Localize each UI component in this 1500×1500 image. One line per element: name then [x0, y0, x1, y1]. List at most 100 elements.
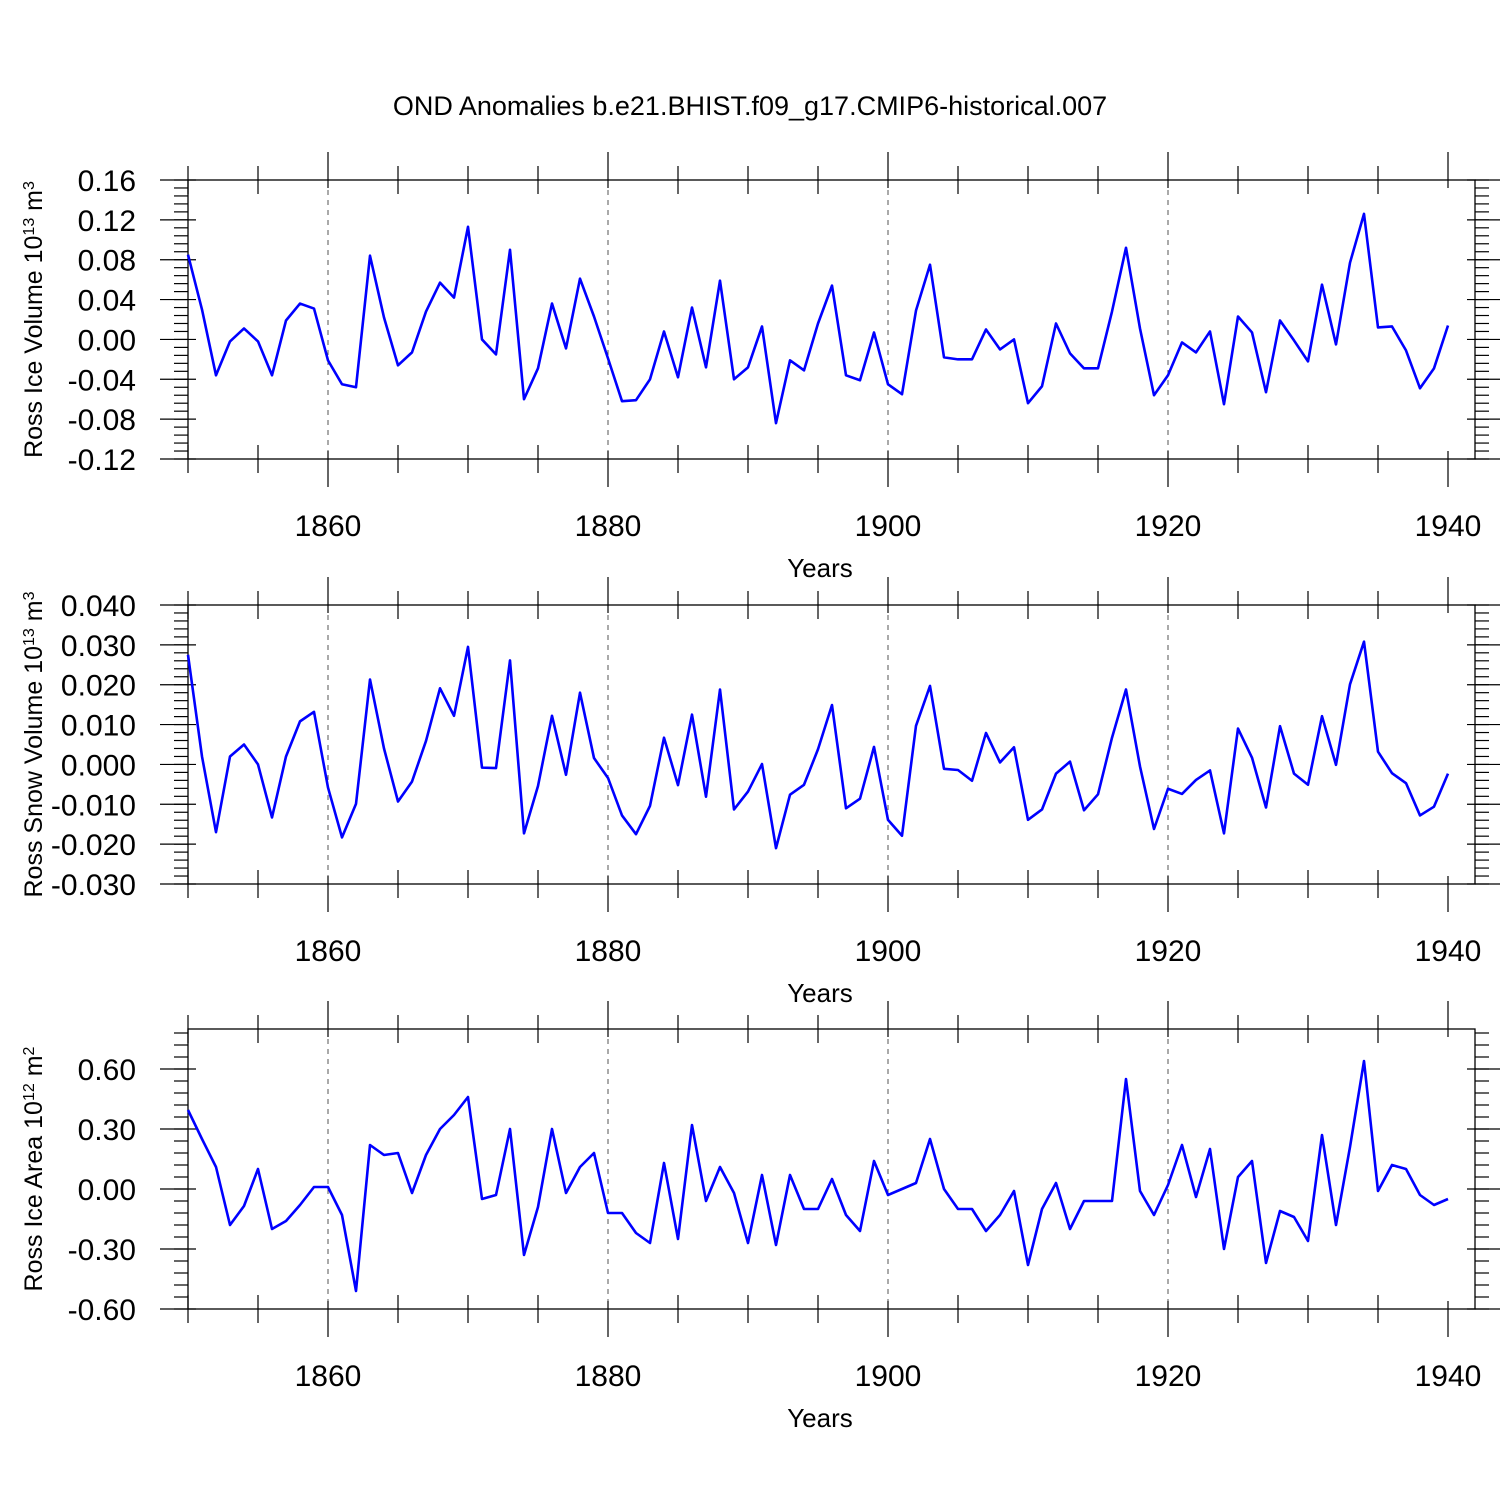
data-point — [1321, 283, 1323, 285]
data-point — [733, 1192, 735, 1194]
data-point — [397, 800, 399, 802]
data-point — [285, 755, 287, 757]
data-point — [1447, 772, 1449, 774]
data-point — [971, 1208, 973, 1210]
data-point — [1223, 1248, 1225, 1250]
panels: 1860 1880 1900 1920 1940 Years -0.12 -0.08 -0.04… — [20, 152, 1500, 1433]
data-point — [761, 1174, 763, 1176]
data-point — [607, 777, 609, 779]
data-point — [551, 1128, 553, 1130]
data-point — [1377, 326, 1379, 328]
data-point — [775, 422, 777, 424]
data-point — [1055, 1182, 1057, 1184]
data-point — [1237, 727, 1239, 729]
data-point — [1013, 338, 1015, 340]
data-point — [1167, 1184, 1169, 1186]
y-axis-label-unit-exponent: 3 — [21, 181, 38, 190]
data-point — [719, 688, 721, 690]
data-point — [803, 369, 805, 371]
plot-frame — [187, 604, 1476, 885]
data-point — [481, 338, 483, 340]
x-tick-label: 1860 — [295, 510, 362, 543]
data-point — [313, 711, 315, 713]
data-point — [999, 1214, 1001, 1216]
series-line-ross-snow-volume — [186, 640, 1450, 850]
data-point — [467, 1096, 469, 1098]
data-point — [1125, 688, 1127, 690]
data-point — [1293, 1216, 1295, 1218]
data-point — [369, 1144, 371, 1146]
x-axis-label: Years — [787, 553, 853, 583]
data-point — [215, 831, 217, 833]
y-tick-label: 0.00 — [78, 1174, 136, 1207]
data-point — [467, 646, 469, 648]
x-tick-label: 1880 — [575, 1360, 642, 1393]
y-axis-label: Ross Snow Volume 1013 m3 — [20, 591, 48, 897]
data-point — [1405, 349, 1407, 351]
data-point — [663, 1162, 665, 1164]
data-point — [1433, 367, 1435, 369]
data-point — [509, 659, 511, 661]
data-point — [663, 737, 665, 739]
data-point — [747, 366, 749, 368]
data-point — [943, 768, 945, 770]
data-point — [257, 763, 259, 765]
data-point — [691, 1124, 693, 1126]
data-point — [285, 1220, 287, 1222]
data-point — [677, 784, 679, 786]
x-tick-label: 1900 — [855, 510, 922, 543]
data-point — [425, 1154, 427, 1156]
data-point — [271, 1228, 273, 1230]
data-point — [1069, 352, 1071, 354]
data-point — [957, 769, 959, 771]
data-point — [271, 374, 273, 376]
data-point — [481, 1198, 483, 1200]
data-point — [1083, 1200, 1085, 1202]
data-point — [649, 805, 651, 807]
data-point — [341, 836, 343, 838]
data-point — [1097, 367, 1099, 369]
data-point — [187, 254, 189, 256]
y-tick-label: -0.04 — [68, 364, 136, 397]
data-point — [1027, 402, 1029, 404]
data-point — [565, 774, 567, 776]
data-point — [817, 322, 819, 324]
data-point — [1391, 1164, 1393, 1166]
data-point — [1447, 324, 1449, 326]
data-point — [327, 1186, 329, 1188]
data-point — [663, 330, 665, 332]
data-point — [411, 1192, 413, 1194]
data-point — [439, 1128, 441, 1130]
data-point — [299, 720, 301, 722]
data-point — [1335, 343, 1337, 345]
data-point — [1195, 779, 1197, 781]
data-point — [985, 1230, 987, 1232]
data-point — [397, 364, 399, 366]
data-point — [901, 835, 903, 837]
data-point — [1265, 391, 1267, 393]
data-point — [1139, 1190, 1141, 1192]
data-point — [1419, 1194, 1421, 1196]
y-tick-label: 0.00 — [78, 324, 136, 357]
data-point — [761, 325, 763, 327]
data-point — [831, 284, 833, 286]
data-point — [957, 1208, 959, 1210]
data-point — [915, 725, 917, 727]
data-point — [901, 1188, 903, 1190]
data-point — [971, 780, 973, 782]
data-point — [607, 1212, 609, 1214]
data-point — [453, 1114, 455, 1116]
data-point — [1349, 683, 1351, 685]
x-tick-label: 1880 — [575, 935, 642, 968]
data-point — [803, 1208, 805, 1210]
data-point — [1433, 1204, 1435, 1206]
chart-title: OND Anomalies b.e21.BHIST.f09_g17.CMIP6-… — [393, 91, 1107, 121]
data-point — [411, 351, 413, 353]
data-point — [481, 766, 483, 768]
data-point — [1209, 769, 1211, 771]
data-point — [369, 678, 371, 680]
data-point — [537, 1206, 539, 1208]
data-point — [1083, 367, 1085, 369]
data-point — [1055, 772, 1057, 774]
